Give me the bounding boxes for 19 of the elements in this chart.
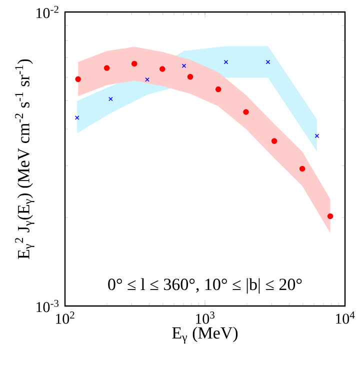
point xyxy=(104,65,110,71)
point xyxy=(327,213,334,220)
y-tick-label: 10$^{-2}$ xyxy=(36,6,58,18)
x-tick-label: 10$^{3}$ xyxy=(196,312,214,324)
point xyxy=(243,109,249,115)
x-tick-label: 10$^{4}$ xyxy=(336,312,355,324)
point xyxy=(131,60,138,67)
point xyxy=(271,138,278,144)
point xyxy=(74,116,80,120)
point xyxy=(299,166,306,172)
point xyxy=(187,74,194,80)
text: E$_{γ}$$^{2}$ J$_{γ}$(E$_{γ}$) (MeV cm$^{-2}$ s$^{-1}$ sr$^{-1}$) xyxy=(15,59,34,259)
point xyxy=(75,76,81,82)
annotation: 0° ≤ l ≤ 360°, 10° ≤ |b| ≤ 20° xyxy=(108,278,302,294)
y-tick-label: 10$^{-3}$ xyxy=(36,300,59,312)
point xyxy=(159,66,166,72)
x-axis-title: E$_{γ}$ (MeV) xyxy=(172,326,238,344)
x-tick-label: 10$^{2}$ xyxy=(56,312,74,324)
point xyxy=(215,86,222,92)
